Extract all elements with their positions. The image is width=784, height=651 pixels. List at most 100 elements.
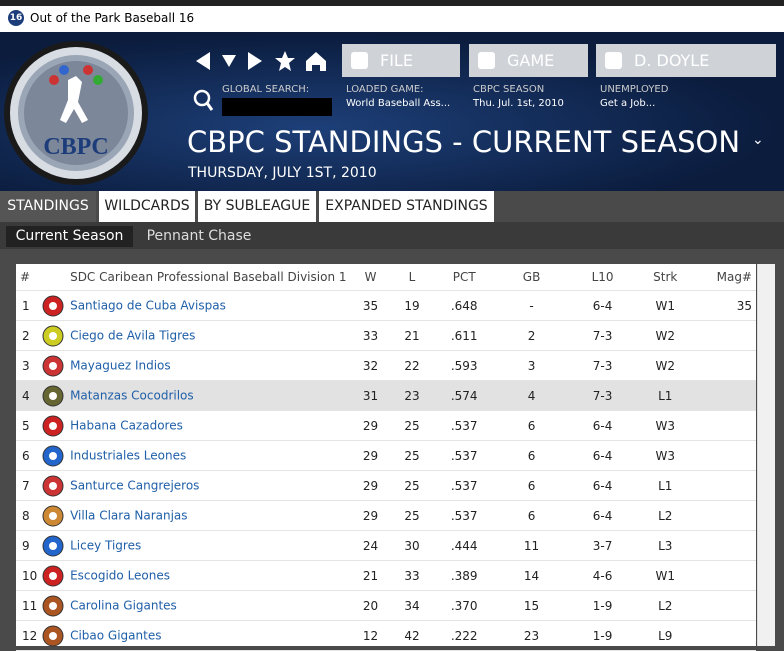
cell: L1 (640, 470, 690, 501)
team-row[interactable]: 1 Santiago de Cuba Avispas 35 19.648-6-4 W1 3… (16, 290, 756, 321)
column-header[interactable]: Strk (640, 264, 690, 291)
team-cell: Habana Cazadores (42, 410, 347, 441)
team-row[interactable]: 3 Mayaguez Indios 32 22.593 3 7-3 W2 (16, 350, 756, 381)
cell: 6 (498, 500, 565, 531)
page-title: CBPC STANDINGS - CURRENT SEASON (187, 125, 741, 159)
star[interactable] (275, 51, 295, 71)
team-logo (42, 535, 64, 556)
tab[interactable]: BY SUBLEAGUE (198, 191, 316, 222)
window-title: Out of the Park Baseball 16 (30, 11, 195, 25)
cell (689, 350, 756, 381)
column-header[interactable]: PCT (429, 264, 499, 291)
column-header[interactable]: # (16, 264, 71, 291)
team-name[interactable]: Matanzas Cocodrilos (70, 388, 194, 402)
cell (689, 560, 756, 591)
cell: 6 (498, 470, 565, 501)
team-name[interactable]: Escogido Leones (70, 568, 171, 582)
cell: W2 (640, 350, 690, 381)
subtab[interactable]: Current Season (6, 226, 133, 247)
cell: W1 (640, 560, 690, 591)
subtab[interactable]: Pennant Chase (146, 228, 252, 244)
expand-chevron[interactable]: ⌄ (752, 132, 764, 148)
cell: 24 (346, 530, 395, 561)
cell: L2 (640, 590, 690, 621)
cell: .611 (429, 320, 499, 351)
back-arrow[interactable] (196, 52, 210, 70)
team-row[interactable]: 10 Escogido Leones 21 33.389 14 4-6 W1 (16, 560, 756, 591)
cell: .537 (429, 500, 499, 531)
cell: .593 (429, 350, 499, 381)
cell: W1 (640, 290, 690, 321)
tab[interactable]: WILDCARDS (99, 191, 195, 222)
nav-button[interactable]: FILE (342, 44, 460, 77)
team-row[interactable]: 12 Cibao Gigantes 12 42.222 23 1-9 L9 (16, 620, 756, 651)
forward-arrow[interactable] (248, 52, 262, 70)
cell: 7-3 (564, 350, 641, 381)
cell: 29 (346, 470, 395, 501)
team-name[interactable]: Licey Tigres (70, 538, 142, 552)
team-cell: Cibao Gigantes (42, 620, 347, 651)
team-name[interactable]: Mayaguez Indios (70, 358, 171, 372)
cell: 6 (498, 440, 565, 471)
column-header[interactable]: L10 (564, 264, 641, 291)
cell: L2 (640, 500, 690, 531)
cell: .537 (429, 470, 499, 501)
top-strip (0, 0, 784, 6)
tab[interactable]: EXPANDED STANDINGS (319, 191, 494, 222)
team-row[interactable]: 5 Habana Cazadores 29 25.537 6 6-4 W3 (16, 410, 756, 441)
cell: W3 (640, 410, 690, 441)
team-row[interactable]: 8 Villa Clara Naranjas 29 25.537 6 6-4 L2 (16, 500, 756, 531)
nav-icons (193, 51, 326, 111)
cell: .648 (429, 290, 499, 321)
header-row: # SDC Caribean Professional Baseball Divi… (16, 264, 756, 291)
cell: 23 (498, 620, 565, 651)
home[interactable] (306, 52, 326, 71)
team-name[interactable]: Ciego de Avila Tigres (70, 328, 196, 342)
cell: 34 (394, 590, 430, 621)
cell: L1 (640, 380, 690, 411)
team-row[interactable]: 9 Licey Tigres 24 30.444 11 3-7 L3 (16, 530, 756, 561)
cell (689, 470, 756, 501)
cell: 6-4 (564, 470, 641, 501)
nav-button[interactable]: D. DOYLE (596, 44, 776, 77)
cell: L9 (640, 620, 690, 651)
search-input[interactable] (222, 98, 332, 116)
team-name[interactable]: Cibao Gigantes (70, 628, 162, 642)
team-logo (42, 325, 64, 346)
team-row[interactable]: 4 Matanzas Cocodrilos 31 23.574 4 7-3 L1 (16, 380, 756, 411)
column-header[interactable]: SDC Caribean Professional Baseball Divis… (70, 264, 347, 291)
info-value: Thu. Jul. 1st, 2010 (473, 98, 564, 109)
tab[interactable]: STANDINGS (0, 191, 96, 222)
team-row[interactable]: 7 Santurce Cangrejeros 29 25.537 6 6-4 L1 (16, 470, 756, 501)
cell: 22 (394, 350, 430, 381)
team-row[interactable]: 2 Ciego de Avila Tigres 33 21.611 2 7-3 W2 (16, 320, 756, 351)
team-cell: Ciego de Avila Tigres (42, 320, 347, 351)
column-header[interactable]: W (346, 264, 395, 291)
cell: 1-9 (564, 590, 641, 621)
column-header[interactable]: GB (498, 264, 565, 291)
standings-table: # SDC Caribean Professional Baseball Divi… (16, 264, 756, 651)
team-name[interactable]: Santiago de Cuba Avispas (70, 298, 226, 312)
team-name[interactable]: Carolina Gigantes (70, 598, 177, 612)
info-label: LOADED GAME: (346, 84, 424, 95)
cell: 30 (394, 530, 430, 561)
cell (689, 320, 756, 351)
team-logo (42, 475, 64, 496)
team-name[interactable]: Villa Clara Naranjas (70, 508, 188, 522)
info-value: Get a Job... (600, 98, 656, 109)
team-name[interactable]: Habana Cazadores (70, 418, 183, 432)
nav-button[interactable]: GAME (469, 44, 588, 77)
column-header[interactable]: Mag# (689, 264, 756, 291)
team-name[interactable]: Industriales Leones (70, 448, 187, 462)
dropdown-arrow[interactable] (222, 55, 236, 67)
team-cell: Santurce Cangrejeros (42, 470, 347, 501)
team-row[interactable]: 11 Carolina Gigantes 20 34.370 15 1-9 L2 (16, 590, 756, 621)
team-name[interactable]: Santurce Cangrejeros (70, 478, 200, 492)
cell: .444 (429, 530, 499, 561)
scrollbar[interactable] (757, 264, 775, 646)
cell: 7-3 (564, 320, 641, 351)
cell: W3 (640, 440, 690, 471)
team-row[interactable]: 6 Industriales Leones 29 25.537 6 6-4 W3 (16, 440, 756, 471)
column-header[interactable]: L (394, 264, 430, 291)
cell: 14 (498, 560, 565, 591)
